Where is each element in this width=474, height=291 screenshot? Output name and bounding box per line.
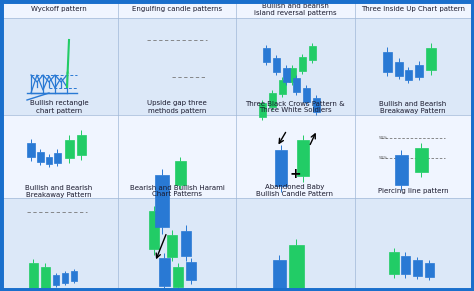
Bar [309,46,316,60]
Text: Abandoned Baby
Bullish Candle Pattern: Abandoned Baby Bullish Candle Pattern [256,184,334,198]
Text: 50%: 50% [379,136,388,140]
Bar [149,211,159,249]
Bar [3,0,471,18]
Text: 50%: 50% [379,156,388,160]
Bar [53,275,59,285]
Bar [155,175,169,227]
Text: Three Black Crows Pattern &
Three White Soldiers: Three Black Crows Pattern & Three White … [245,100,345,113]
Bar [173,267,183,287]
Bar [3,198,471,291]
Bar [395,155,408,185]
Bar [3,115,471,198]
Bar [299,57,306,71]
Text: Bullish and bearish
island reversal patterns: Bullish and bearish island reversal patt… [254,3,337,15]
Bar [426,48,436,70]
Bar [259,103,266,117]
Bar [167,235,177,257]
Bar [175,161,186,185]
Bar [46,157,52,164]
Bar [415,148,428,172]
Bar [313,98,320,112]
Text: Bearish and Bullish Harami
Chart Patterns: Bearish and Bullish Harami Chart Pattern… [129,184,224,198]
Bar [27,143,35,157]
Bar [279,80,286,94]
Text: Bullish rectangle
chart pattern: Bullish rectangle chart pattern [30,100,88,113]
Bar [401,256,410,274]
Bar [303,88,310,102]
Bar [41,267,50,291]
Text: A: A [66,70,70,75]
Text: Upside gap three
methods pattern: Upside gap three methods pattern [147,100,207,113]
Bar [293,78,300,92]
Bar [273,260,286,291]
Bar [263,48,270,62]
Text: Engulfing candle patterns: Engulfing candle patterns [132,6,222,12]
Bar [297,140,309,176]
Bar [383,52,392,72]
Bar [275,150,287,186]
Bar [3,18,471,115]
Bar [186,262,196,280]
Bar [289,68,296,82]
Bar [389,252,399,274]
Bar [77,135,86,155]
Bar [181,231,191,256]
Bar [71,271,77,281]
Bar [413,260,422,276]
Bar [425,263,434,277]
Text: Bullish and Bearish
Breakaway Pattern: Bullish and Bearish Breakaway Pattern [379,100,447,113]
Bar [37,152,44,162]
Bar [65,140,74,158]
Text: Three Inside Up Chart pattern: Three Inside Up Chart pattern [361,6,465,12]
Bar [415,65,423,77]
Text: Piercing line pattern: Piercing line pattern [378,188,448,194]
Text: Wyckoff pattern: Wyckoff pattern [31,6,87,12]
Bar [273,58,280,72]
Bar [29,263,38,291]
Bar [405,70,412,80]
Bar [54,153,61,163]
Bar [289,245,304,291]
Bar [159,258,170,286]
Bar [62,273,68,283]
Bar [269,93,276,107]
Bar [283,68,290,82]
Bar [395,62,403,76]
Text: +: + [289,167,301,181]
Text: Bullish and Bearish
Breakaway Pattern: Bullish and Bearish Breakaway Pattern [26,184,92,198]
